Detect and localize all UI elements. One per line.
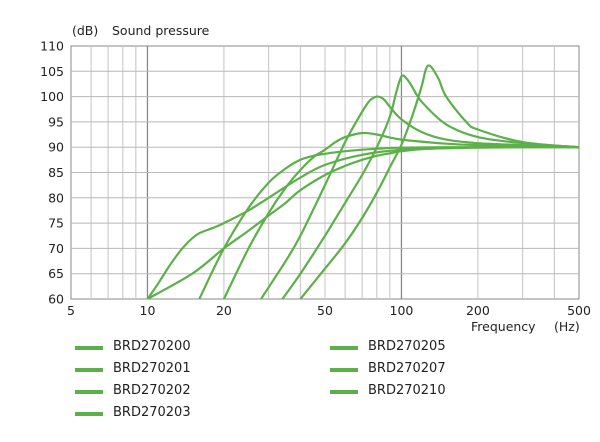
y-tick-label: 85 <box>48 165 64 180</box>
legend-swatch <box>75 390 103 394</box>
x-tick-label: 50 <box>317 303 333 318</box>
x-tick-label: 20 <box>216 303 232 318</box>
y-tick-label: 75 <box>48 216 64 231</box>
x-tick-label: 5 <box>67 303 75 318</box>
legend-swatch <box>75 346 103 350</box>
grid <box>70 45 580 300</box>
legend-item-brd270205: BRD270205 <box>330 338 550 358</box>
x-axis-title: Frequency <box>471 319 536 334</box>
y-tick-label: 105 <box>40 64 64 79</box>
legend-item-brd270201: BRD270201 <box>75 360 295 380</box>
y-tick-label: 80 <box>48 190 64 205</box>
series-line-brd270202 <box>198 146 579 299</box>
legend-label: BRD270200 <box>113 339 191 354</box>
y-tick-label: 110 <box>40 39 64 54</box>
legend-item-brd270203: BRD270203 <box>75 404 295 424</box>
legend-label: BRD270202 <box>113 383 191 398</box>
x-tick-label: 500 <box>567 303 591 318</box>
series-line-brd270207 <box>281 74 579 299</box>
x-tick-label: 200 <box>466 303 490 318</box>
x-tick-label: 100 <box>390 303 414 318</box>
y-tick-label: 100 <box>40 89 64 104</box>
legend-label: BRD270210 <box>368 383 446 398</box>
series-lines <box>146 64 579 299</box>
legend-label: BRD270201 <box>113 361 191 376</box>
y-tick-label: 70 <box>48 241 64 256</box>
legend-item-brd270210: BRD270210 <box>330 382 550 402</box>
series-line-brd270210 <box>299 64 579 299</box>
y-tick-label: 65 <box>48 266 64 281</box>
legend-label: BRD270207 <box>368 361 446 376</box>
legend-swatch <box>330 368 358 372</box>
y-tick-label: 60 <box>48 292 64 307</box>
legend-label: BRD270205 <box>368 339 446 354</box>
y-tick-label: 95 <box>48 114 64 129</box>
y-tick-label: 90 <box>48 140 64 155</box>
y-axis-unit: (dB) <box>72 23 98 38</box>
chart-title: Sound pressure <box>112 23 210 38</box>
legend-swatch <box>75 368 103 372</box>
legend-swatch <box>330 346 358 350</box>
tick-labels: 60 65 70 75 80 85 90 95 100 105 110 5 10 20 50 100 200 50… <box>40 39 591 319</box>
legend-item-brd270207: BRD270207 <box>330 360 550 380</box>
series-line-brd270203 <box>222 131 579 299</box>
x-tick-label: 10 <box>140 303 156 318</box>
series-line-brd270205 <box>260 95 579 299</box>
legend-label: BRD270203 <box>113 405 191 420</box>
legend-item-brd270200: BRD270200 <box>75 338 295 358</box>
x-axis-unit: (Hz) <box>554 319 580 334</box>
legend-item-brd270202: BRD270202 <box>75 382 295 402</box>
legend-swatch <box>330 390 358 394</box>
legend-swatch <box>75 412 103 416</box>
